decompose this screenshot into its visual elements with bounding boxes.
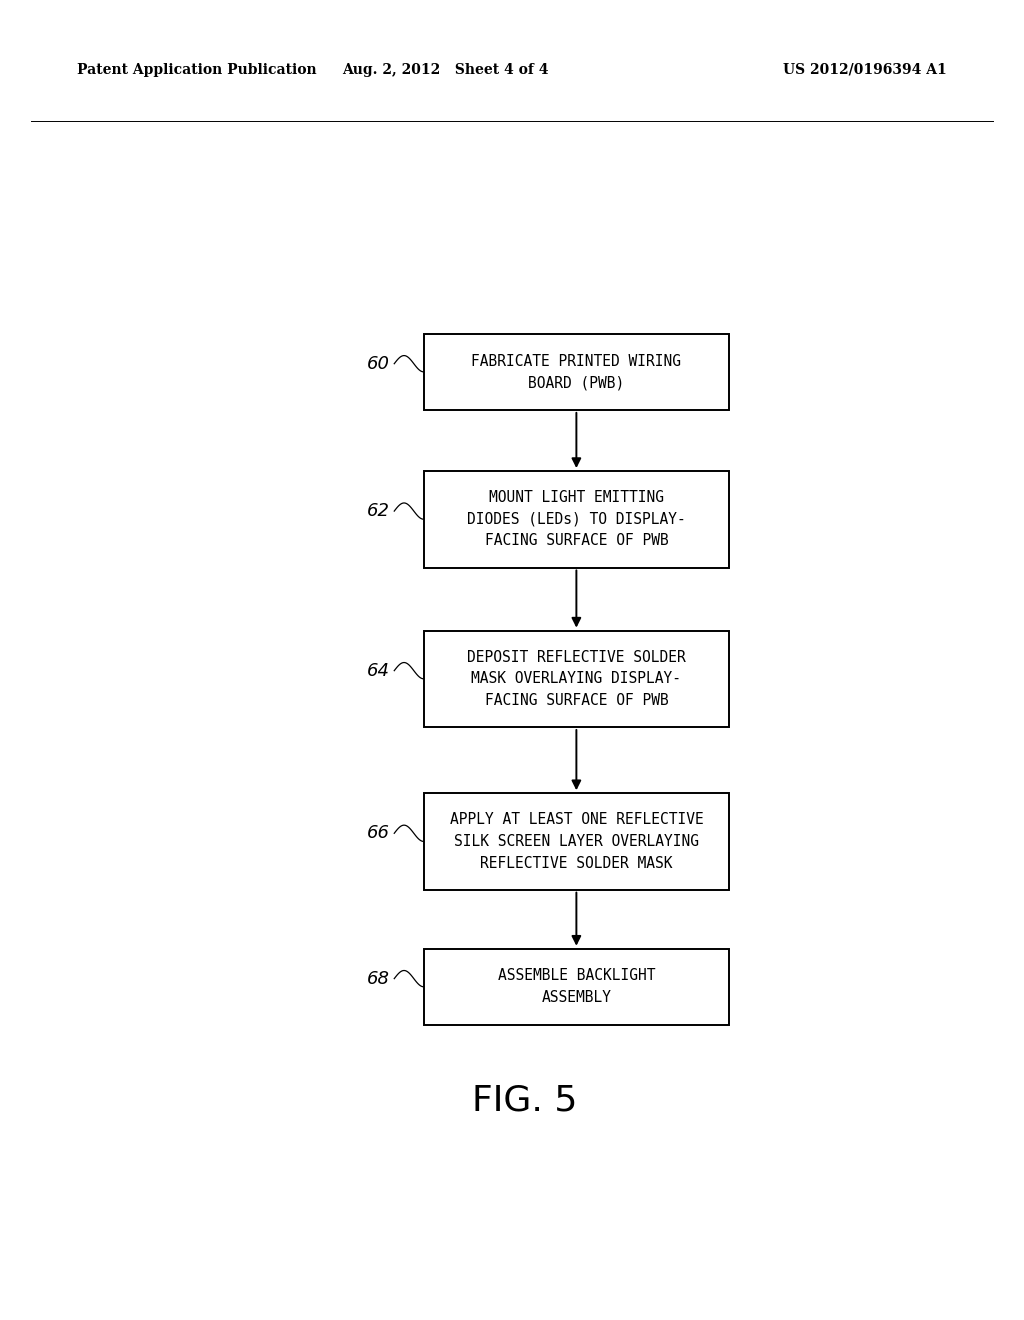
Text: US 2012/0196394 A1: US 2012/0196394 A1 — [783, 63, 947, 77]
Bar — [424, 334, 729, 411]
Text: Patent Application Publication: Patent Application Publication — [77, 63, 316, 77]
Text: ASSEMBLE BACKLIGHT
ASSEMBLY: ASSEMBLE BACKLIGHT ASSEMBLY — [498, 969, 655, 1005]
Text: 66: 66 — [367, 824, 390, 842]
Bar — [424, 471, 729, 568]
Text: 68: 68 — [367, 970, 390, 987]
Text: 60: 60 — [367, 355, 390, 372]
Text: FIG. 5: FIG. 5 — [472, 1084, 578, 1118]
Text: DEPOSIT REFLECTIVE SOLDER
MASK OVERLAYING DISPLAY-
FACING SURFACE OF PWB: DEPOSIT REFLECTIVE SOLDER MASK OVERLAYIN… — [467, 649, 686, 708]
Bar — [424, 949, 729, 1024]
Bar — [424, 793, 729, 890]
Text: 62: 62 — [367, 502, 390, 520]
Bar — [424, 631, 729, 727]
Text: 64: 64 — [367, 661, 390, 680]
Text: Aug. 2, 2012   Sheet 4 of 4: Aug. 2, 2012 Sheet 4 of 4 — [342, 63, 549, 77]
Text: APPLY AT LEAST ONE REFLECTIVE
SILK SCREEN LAYER OVERLAYING
REFLECTIVE SOLDER MAS: APPLY AT LEAST ONE REFLECTIVE SILK SCREE… — [450, 812, 703, 870]
Text: FABRICATE PRINTED WIRING
BOARD (PWB): FABRICATE PRINTED WIRING BOARD (PWB) — [471, 354, 681, 391]
Text: MOUNT LIGHT EMITTING
DIODES (LEDs) TO DISPLAY-
FACING SURFACE OF PWB: MOUNT LIGHT EMITTING DIODES (LEDs) TO DI… — [467, 490, 686, 548]
